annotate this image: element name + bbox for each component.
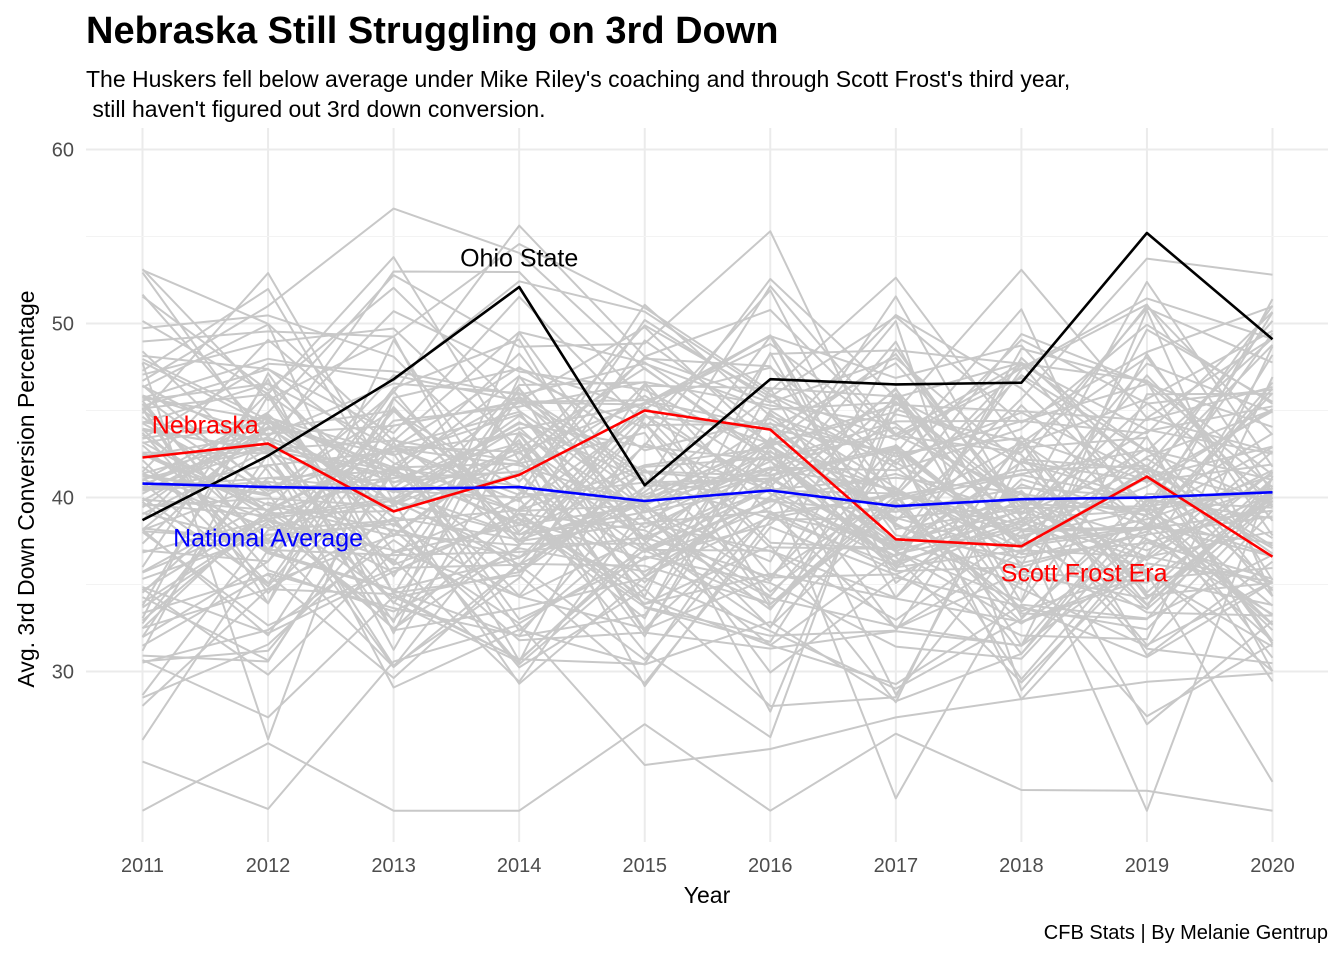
x-tick-label: 2013 bbox=[371, 855, 416, 877]
team-line bbox=[142, 361, 1273, 547]
x-tick-label: 2012 bbox=[246, 855, 291, 877]
team-line bbox=[142, 623, 1273, 810]
team-line bbox=[141, 472, 1273, 665]
team-line bbox=[142, 375, 1273, 545]
x-tick-label: 2018 bbox=[999, 855, 1044, 877]
x-tick-label: 2011 bbox=[121, 855, 164, 877]
x-tick-label: 2014 bbox=[497, 855, 542, 877]
team-line bbox=[142, 230, 1274, 681]
annotations: Ohio State Nebraska National Average Scott … bbox=[152, 244, 1168, 587]
team-line bbox=[142, 310, 1274, 581]
team-line bbox=[142, 295, 1274, 561]
team-line bbox=[141, 286, 1273, 549]
series-line-national_average bbox=[142, 482, 1273, 508]
y-tick-label: 50 bbox=[52, 314, 74, 336]
team-line bbox=[141, 439, 1274, 696]
x-tick-label: 2015 bbox=[622, 855, 667, 877]
team-line bbox=[141, 243, 1273, 446]
x-tick-label: 2016 bbox=[748, 855, 793, 877]
team-line bbox=[142, 295, 1273, 580]
team-line bbox=[141, 488, 1273, 707]
y-tick-label: 60 bbox=[52, 140, 74, 162]
x-axis-title: Year bbox=[684, 882, 731, 908]
series-lines bbox=[141, 231, 1274, 558]
chart-subtitle-line-1: The Huskers fell below average under Mik… bbox=[86, 66, 1071, 92]
chart-caption: CFB Stats | By Melanie Gentrup bbox=[1043, 922, 1328, 944]
team-line bbox=[141, 406, 1274, 621]
team-line bbox=[142, 304, 1274, 483]
x-tick-label: 2017 bbox=[874, 855, 919, 877]
chart-subtitle-line-2: still haven't figured out 3rd down conve… bbox=[86, 96, 546, 122]
team-line bbox=[142, 467, 1274, 783]
x-tick-label: 2019 bbox=[1125, 855, 1170, 877]
annotation-label: Nebraska bbox=[152, 411, 259, 439]
team-line bbox=[142, 479, 1273, 800]
team-line bbox=[142, 469, 1273, 679]
y-tick-label: 40 bbox=[52, 488, 74, 510]
team-line bbox=[141, 344, 1274, 577]
tick-labels: 2011 2012 2013 2014 2015 2016 2017 2018 2019 2020… bbox=[52, 140, 1295, 878]
team-line bbox=[142, 442, 1273, 597]
team-line bbox=[141, 278, 1274, 559]
background-lines bbox=[141, 207, 1274, 812]
team-line bbox=[142, 392, 1273, 647]
annotation-label: National Average bbox=[173, 525, 363, 553]
y-tick-label: 30 bbox=[52, 662, 74, 684]
team-line bbox=[142, 723, 1273, 812]
team-line bbox=[142, 441, 1274, 594]
series-line-ohio_state bbox=[141, 231, 1274, 522]
team-line bbox=[142, 307, 1273, 484]
team-line bbox=[142, 386, 1273, 701]
team-line bbox=[142, 333, 1274, 541]
chart-title: Nebraska Still Struggling on 3rd Down bbox=[86, 10, 779, 52]
x-tick-label: 2020 bbox=[1250, 855, 1295, 877]
team-line bbox=[142, 413, 1274, 648]
annotation-label: Scott Frost Era bbox=[1001, 559, 1168, 587]
team-line bbox=[142, 347, 1273, 563]
team-line bbox=[141, 207, 1274, 547]
team-line bbox=[142, 387, 1274, 549]
team-line bbox=[142, 340, 1274, 610]
team-line bbox=[142, 458, 1274, 708]
annotation-label: Ohio State bbox=[460, 244, 578, 272]
team-line bbox=[142, 280, 1273, 441]
team-line bbox=[142, 338, 1274, 500]
team-line bbox=[142, 447, 1274, 688]
series-line-nebraska bbox=[142, 409, 1274, 558]
y-axis-title: Avg. 3rd Down Conversion Percentage bbox=[13, 290, 39, 687]
